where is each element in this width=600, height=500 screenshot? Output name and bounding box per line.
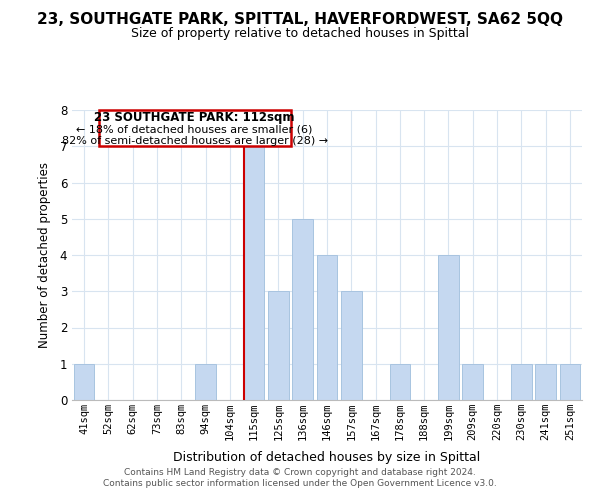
- Bar: [244, 146, 265, 400]
- Text: 82% of semi-detached houses are larger (28) →: 82% of semi-detached houses are larger (…: [62, 136, 328, 146]
- Bar: [292, 219, 313, 400]
- Bar: [560, 364, 580, 400]
- Bar: [535, 364, 556, 400]
- Bar: [511, 364, 532, 400]
- Text: Size of property relative to detached houses in Spittal: Size of property relative to detached ho…: [131, 28, 469, 40]
- Bar: [317, 255, 337, 400]
- Bar: [341, 291, 362, 400]
- Text: 23 SOUTHGATE PARK: 112sqm: 23 SOUTHGATE PARK: 112sqm: [94, 112, 295, 124]
- Bar: [268, 291, 289, 400]
- Text: 23, SOUTHGATE PARK, SPITTAL, HAVERFORDWEST, SA62 5QQ: 23, SOUTHGATE PARK, SPITTAL, HAVERFORDWE…: [37, 12, 563, 28]
- Bar: [463, 364, 483, 400]
- Bar: [74, 364, 94, 400]
- X-axis label: Distribution of detached houses by size in Spittal: Distribution of detached houses by size …: [173, 452, 481, 464]
- Y-axis label: Number of detached properties: Number of detached properties: [38, 162, 52, 348]
- Text: Contains HM Land Registry data © Crown copyright and database right 2024.
Contai: Contains HM Land Registry data © Crown c…: [103, 468, 497, 487]
- Text: ← 18% of detached houses are smaller (6): ← 18% of detached houses are smaller (6): [76, 125, 313, 135]
- FancyBboxPatch shape: [99, 110, 290, 146]
- Bar: [195, 364, 216, 400]
- Bar: [389, 364, 410, 400]
- Bar: [438, 255, 459, 400]
